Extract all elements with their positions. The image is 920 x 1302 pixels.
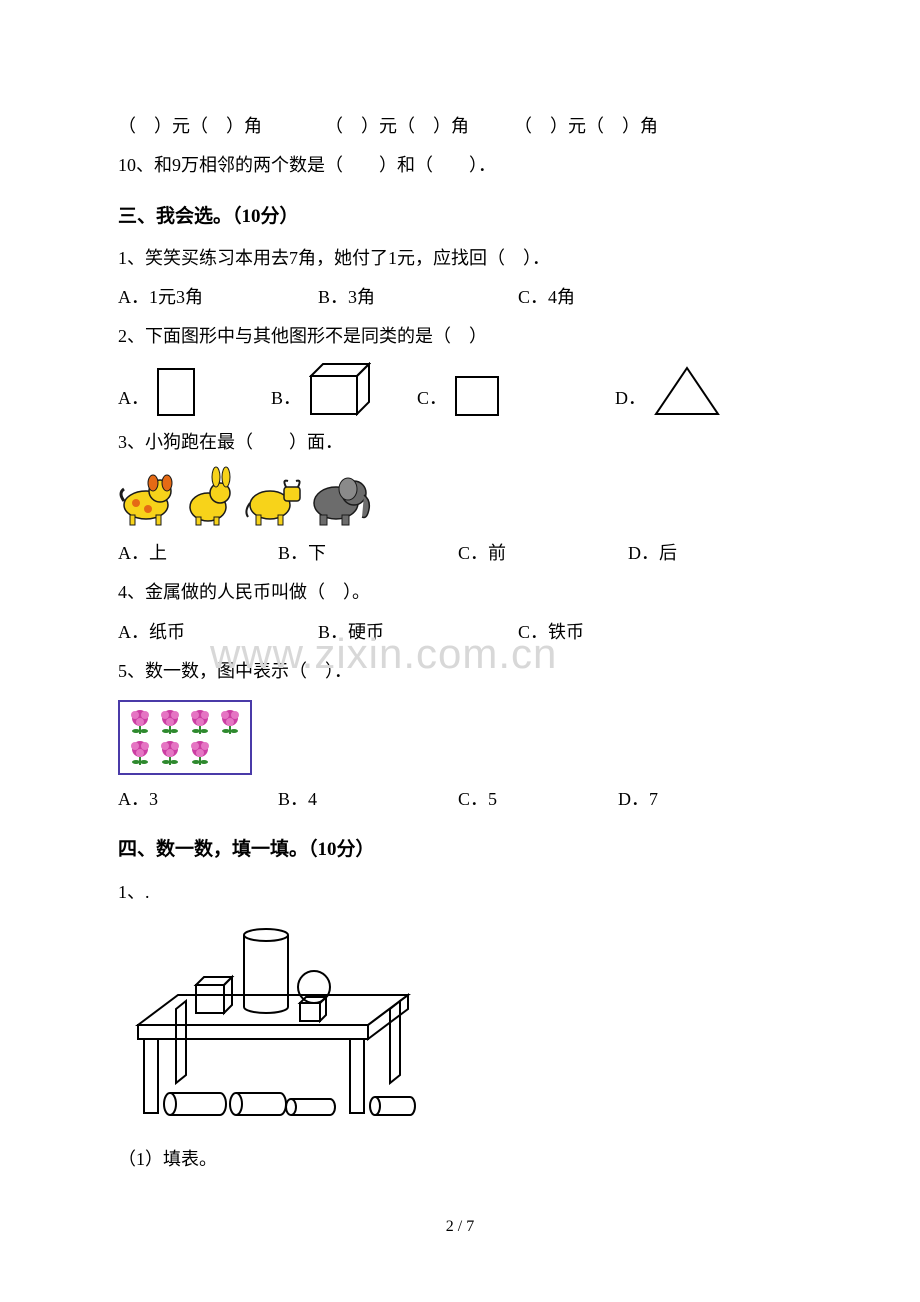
money-blank-2: （ ）元（ ）角 <box>325 116 469 136</box>
s3-q4-B[interactable]: B．硬币 <box>318 616 518 649</box>
rect-icon <box>157 368 195 416</box>
flower-icon <box>188 739 212 767</box>
s3-q3-A[interactable]: A．上 <box>118 537 278 570</box>
s3-q3-B[interactable]: B．下 <box>278 537 458 570</box>
s3-q3-C[interactable]: C．前 <box>458 537 628 570</box>
triangle-icon <box>654 366 720 416</box>
table-scene-icon <box>118 915 428 1135</box>
s3-q2-shapes: A． B． C． D． <box>118 362 802 416</box>
flower-icon <box>158 739 182 767</box>
money-blank-1: （ ）元（ ）角 <box>118 116 262 136</box>
money-blank-3: （ ）元（ ）角 <box>514 116 658 136</box>
s3-q3-animals <box>118 465 802 527</box>
flower-icon <box>218 708 242 736</box>
section-4-heading: 四、数一数，填一填。（10分） <box>118 832 802 867</box>
s3-q3-D[interactable]: D．后 <box>628 537 677 570</box>
square-icon <box>455 376 499 416</box>
opt-label: D． <box>615 382 646 415</box>
flower-row-2 <box>128 739 242 767</box>
s3-q1-A[interactable]: A．1元3角 <box>118 281 318 314</box>
money-blanks-line: （ ）元（ ）角 （ ）元（ ）角 （ ）元（ ）角 <box>118 110 802 143</box>
s3-q3-options: A．上 B．下 C．前 D．后 <box>118 537 802 570</box>
s3-q4-options: A．纸币 B．硬币 C．铁币 <box>118 616 802 649</box>
opt-label: C． <box>417 382 447 415</box>
s3-q2-stem: 2、下面图形中与其他图形不是同类的是（ ） <box>118 320 802 353</box>
s3-q1-stem: 1、笑笑买练习本用去7角，她付了1元，应找回（ ）． <box>118 242 802 275</box>
s3-q5-options: A．3 B．4 C．5 D．7 <box>118 783 802 816</box>
table-scene <box>118 915 802 1135</box>
s4-q1-sub1: （1）填表。 <box>118 1143 802 1176</box>
flower-icon <box>188 708 212 736</box>
s3-q4-stem: 4、金属做的人民币叫做（ ）。 <box>118 576 802 609</box>
q10-text: 10、和9万相邻的两个数是（ ）和（ ）． <box>118 149 802 182</box>
s3-q5-D[interactable]: D．7 <box>618 783 658 816</box>
section-3-heading: 三、我会选。（10分） <box>118 199 802 234</box>
s3-q4-A[interactable]: A．纸币 <box>118 616 318 649</box>
flower-icon <box>128 739 152 767</box>
flower-row-1 <box>128 708 242 736</box>
s3-q2-C[interactable]: C． <box>417 376 499 416</box>
cuboid-icon <box>309 362 371 416</box>
page-number: 2 / 7 <box>0 1212 920 1242</box>
s3-q5-C[interactable]: C．5 <box>458 783 618 816</box>
flower-icon <box>128 708 152 736</box>
s3-q1-options: A．1元3角 B．3角 C．4角 <box>118 281 802 314</box>
s4-q1: 1、. <box>118 876 802 909</box>
s3-q3-stem: 3、小狗跑在最（ ）面． <box>118 426 802 459</box>
s3-q4-C[interactable]: C．铁币 <box>518 616 688 649</box>
gap <box>474 116 510 136</box>
s3-q2-B[interactable]: B． <box>271 362 371 416</box>
s3-q2-D[interactable]: D． <box>615 366 720 416</box>
s3-q5-B[interactable]: B．4 <box>278 783 458 816</box>
flowers-box <box>118 700 252 775</box>
opt-label: B． <box>271 382 301 415</box>
flower-icon <box>158 708 182 736</box>
s3-q1-B[interactable]: B．3角 <box>318 281 518 314</box>
opt-label: A． <box>118 382 149 415</box>
animals-icon <box>118 465 378 527</box>
s3-q5-stem: 5、数一数，图中表示（ ）． <box>118 655 802 688</box>
s3-q5-A[interactable]: A．3 <box>118 783 278 816</box>
s3-q2-A[interactable]: A． <box>118 368 195 416</box>
gap <box>267 116 321 136</box>
s3-q1-C[interactable]: C．4角 <box>518 281 688 314</box>
